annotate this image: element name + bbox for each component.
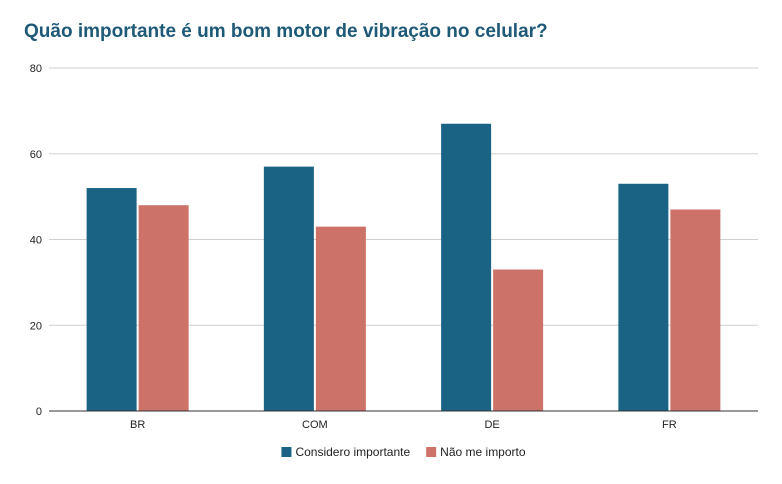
y-tick-label: 0: [36, 406, 42, 418]
bar-de-series-2: [493, 269, 544, 411]
bar-br-series-2: [138, 205, 189, 411]
x-tick-label: FR: [662, 419, 677, 431]
bar-fr-series-2: [670, 209, 721, 411]
legend-swatch: [281, 447, 292, 457]
bar-com-series-1: [263, 166, 314, 411]
bar-de-series-1: [441, 123, 492, 412]
bar-fr-series-1: [618, 183, 669, 411]
legend-item: Não me importo: [426, 445, 526, 459]
axes: 0 20 40 60 80 BR COM DE FR: [30, 63, 758, 431]
legend-label: Não me importo: [440, 445, 526, 459]
x-tick-label: COM: [302, 419, 328, 431]
y-tick-label: 40: [30, 235, 42, 247]
x-tick-label: DE: [484, 419, 499, 431]
legend-item: Considero importante: [281, 445, 410, 459]
legend-label: Considero importante: [295, 445, 410, 459]
bar-br-series-1: [86, 188, 137, 411]
legend-swatch: [426, 447, 437, 457]
x-tick-label: BR: [130, 419, 145, 431]
bars: [86, 123, 721, 412]
y-tick-label: 60: [30, 149, 42, 161]
chart-title: Quão importante é um bom motor de vibraç…: [24, 21, 548, 42]
bar-com-series-2: [315, 226, 366, 411]
y-tick-label: 20: [30, 320, 42, 332]
legend: Considero importante Não me importo: [281, 445, 526, 459]
y-tick-label: 80: [30, 63, 42, 75]
